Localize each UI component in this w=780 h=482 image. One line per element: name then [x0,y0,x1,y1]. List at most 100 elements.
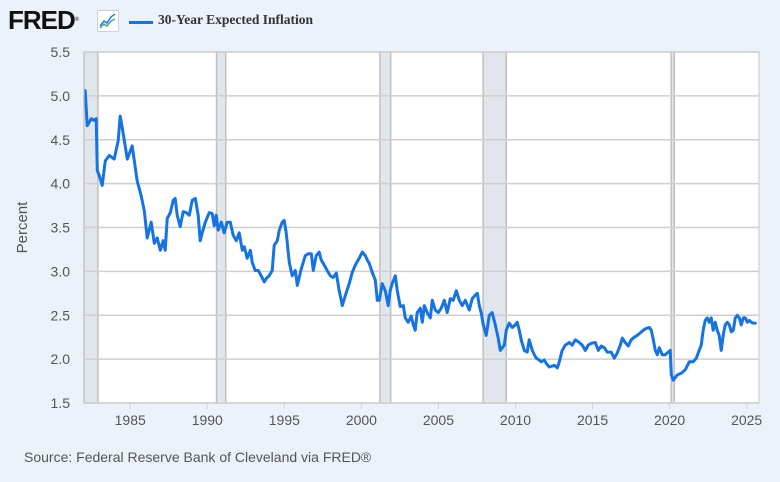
data-point [692,361,694,363]
data-point [278,229,281,231]
x-tick-label: 1995 [269,412,300,428]
data-point [603,346,606,349]
data-point [642,329,645,332]
data-point [597,349,600,352]
data-point [320,259,323,261]
data-point [482,324,485,326]
data-point [238,232,240,234]
data-point [101,184,103,187]
data-point [378,299,381,302]
data-point [391,282,394,285]
data-point [744,317,747,319]
data-point [476,292,479,295]
data-point [307,253,310,255]
data-point [416,311,419,314]
data-point [518,329,520,332]
data-point [474,294,477,296]
data-point [344,295,347,297]
data-point [257,269,260,272]
data-point [271,269,274,272]
data-point [412,324,415,326]
data-point [431,299,434,302]
data-point [126,158,129,160]
data-point [564,344,567,346]
data-point [443,299,446,302]
data-point [164,249,166,252]
data-point [276,239,279,242]
data-point [661,353,663,356]
data-point [113,158,115,160]
data-point [556,367,559,369]
data-point [108,154,111,157]
data-point [348,282,351,285]
data-point [458,299,461,302]
fred-logo-text: FRED [8,5,76,35]
data-point [376,299,379,302]
data-point [724,324,726,326]
data-point [414,329,417,332]
data-point [381,282,384,285]
data-point [558,361,561,363]
data-point [84,89,86,92]
data-point [571,344,573,346]
data-point [166,217,168,220]
data-point [104,160,107,162]
data-point [315,254,318,257]
y-tick-label: 2.5 [51,307,71,323]
data-point [621,337,624,339]
data-point [730,331,733,333]
data-point [590,342,593,345]
data-point [119,115,121,117]
y-tick-label: 4.0 [51,176,71,192]
data-point [468,309,471,311]
data-point [600,345,602,347]
data-point [366,259,369,261]
data-point [197,214,199,216]
data-point [159,249,162,252]
data-point [752,322,755,324]
data-point [232,234,234,237]
data-point [533,353,536,356]
data-point [396,289,399,292]
data-point [528,339,530,341]
data-point [700,344,702,346]
data-point [191,199,193,202]
data-point [249,249,252,252]
data-point [338,289,341,292]
data-point [208,211,211,214]
data-point [226,221,228,223]
data-point [471,297,474,300]
y-axis-label: Percent [14,201,31,254]
x-tick-label: 1990 [192,412,223,428]
data-point [136,180,138,182]
fred-logo[interactable]: FRED® [8,6,79,34]
data-point [410,315,413,317]
data-point [754,322,757,324]
data-point [688,361,691,363]
data-point [728,324,731,326]
data-point [656,353,659,356]
data-point [610,351,612,353]
data-point [464,299,467,302]
data-point [199,239,201,242]
data-point [633,336,636,339]
data-point [288,261,291,264]
data-point [455,289,458,292]
data-point [718,334,720,337]
y-tick-label: 4.5 [51,132,71,148]
legend-label[interactable]: 30-Year Expected Inflation [158,12,313,27]
data-point [213,224,215,227]
x-tick-label: 2000 [346,412,377,428]
x-tick-label: 2025 [731,412,762,428]
data-point [323,264,326,267]
data-point [296,284,299,287]
data-point [421,321,424,324]
data-point [326,269,329,272]
data-point [584,349,587,352]
x-tick-label: 2015 [577,412,608,428]
data-point [568,341,571,344]
data-point [742,317,745,319]
data-point [300,267,303,270]
data-point [636,334,639,337]
data-point [185,211,187,214]
